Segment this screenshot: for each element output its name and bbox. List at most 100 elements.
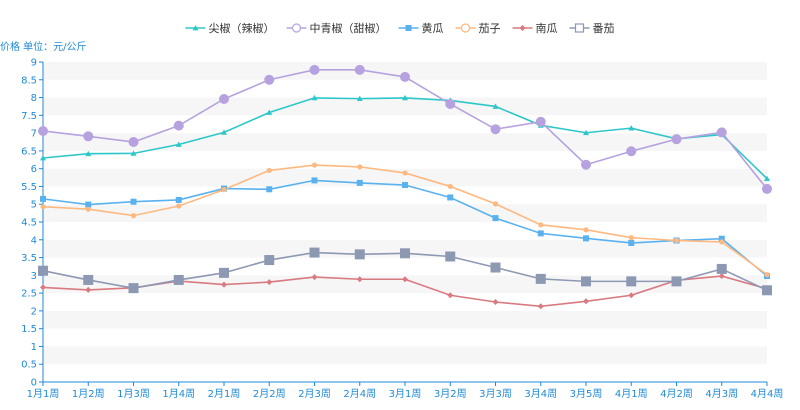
circle-marker — [581, 159, 591, 170]
diamond-marker — [311, 274, 318, 281]
circle-marker — [219, 93, 229, 104]
y-tick-label: 8 — [31, 93, 37, 104]
legend-label: 黄瓜 — [422, 21, 444, 35]
diamond-marker — [221, 281, 227, 288]
x-tick-label: 4月3周 — [705, 388, 738, 400]
square-marker — [402, 182, 408, 189]
triangle-marker — [85, 150, 92, 157]
triangle-marker — [628, 125, 635, 131]
square-marker — [309, 247, 320, 258]
square-marker — [85, 201, 92, 208]
legend-item[interactable]: 南瓜 — [512, 22, 558, 35]
circle-marker — [400, 71, 410, 82]
square-marker — [173, 274, 184, 285]
grid-band — [43, 133, 767, 151]
circle-marker — [266, 167, 272, 174]
circle-marker — [221, 187, 227, 193]
circle-marker — [673, 237, 680, 244]
triangle-marker — [583, 129, 589, 136]
circle-marker — [40, 204, 46, 210]
circle-marker — [460, 23, 471, 33]
square-marker — [718, 235, 725, 242]
diamond-marker — [583, 298, 589, 305]
y-tick-label: 5 — [31, 200, 37, 211]
diamond-marker — [85, 286, 92, 293]
circle-marker — [764, 272, 770, 278]
square-marker — [445, 251, 456, 262]
circle-marker — [354, 64, 365, 75]
diamond-marker — [718, 273, 725, 280]
legend-item[interactable]: 中青椒（甜椒） — [286, 21, 387, 35]
circle-marker — [447, 183, 453, 190]
circle-marker — [492, 201, 499, 207]
grid-band — [43, 328, 767, 347]
square-marker — [626, 276, 637, 287]
legend-item[interactable]: 尖椒（辣椒） — [185, 21, 275, 35]
y-tick-label: 0.5 — [21, 360, 37, 371]
square-marker — [671, 276, 682, 287]
grid-band — [43, 346, 767, 365]
y-tick-label: 1 — [31, 342, 37, 353]
grid-band — [43, 310, 767, 329]
x-tick-label: 4月4周 — [751, 388, 784, 400]
x-tick-label: 3月4周 — [524, 388, 557, 400]
y-tick-label: 4 — [31, 235, 37, 246]
y-tick-label: 7 — [31, 129, 37, 140]
grid-band — [43, 79, 767, 98]
legend-label: 中青椒（甜椒） — [310, 21, 387, 35]
empty-square-marker — [574, 23, 585, 33]
triangle-marker — [356, 95, 363, 102]
x-tick-label: 3月3周 — [479, 388, 512, 400]
square-marker — [175, 196, 182, 203]
square-marker — [762, 285, 772, 296]
square-marker — [356, 179, 363, 186]
y-tick-label: 3.5 — [21, 253, 37, 264]
triangle-marker — [266, 109, 273, 115]
x-tick-label: 3月2周 — [434, 388, 467, 400]
x-tick-label: 2月1周 — [208, 388, 241, 400]
circle-marker — [628, 235, 634, 241]
y-tick-label: 5.5 — [21, 182, 37, 193]
y-tick-label: 7.5 — [21, 111, 37, 122]
circle-marker — [357, 164, 363, 170]
square-marker — [628, 239, 635, 246]
square-marker — [130, 198, 137, 205]
circle-marker — [85, 206, 91, 212]
square-marker — [219, 267, 229, 278]
y-tick-label: 1.5 — [21, 324, 37, 335]
diamond-marker — [402, 276, 408, 283]
triangle-marker — [130, 150, 137, 156]
x-tick-label: 1月3周 — [117, 388, 150, 400]
circle-marker — [173, 120, 184, 131]
square-marker — [535, 273, 546, 284]
grid-bands — [43, 62, 767, 382]
legend-label: 尖椒（辣椒） — [209, 21, 275, 35]
square-marker — [447, 194, 454, 201]
grid-band — [43, 62, 767, 80]
circle-marker — [626, 146, 637, 157]
circle-marker — [309, 64, 320, 75]
legend-item[interactable]: 番茄 — [569, 21, 615, 35]
legend-item[interactable]: 茄子 — [455, 21, 501, 35]
legend-item[interactable]: 黄瓜 — [398, 21, 444, 35]
circle-marker — [128, 137, 139, 147]
diamond-marker — [266, 279, 273, 286]
square-marker — [400, 248, 410, 259]
square-marker — [128, 283, 139, 294]
circle-marker — [671, 134, 682, 145]
grid-band — [43, 222, 767, 240]
x-tick-label: 4月1周 — [615, 388, 648, 400]
triangle-marker — [221, 129, 227, 135]
circle-marker — [535, 116, 546, 127]
x-tick-label: 1月1周 — [27, 388, 60, 400]
square-marker — [490, 262, 501, 273]
grid-band — [43, 364, 767, 382]
y-tick-label: 2.5 — [21, 289, 37, 300]
legend-label: 番茄 — [593, 21, 615, 35]
x-tick-label: 3月5周 — [570, 388, 603, 400]
triangle-marker — [192, 25, 199, 31]
square-marker — [583, 235, 589, 242]
grid-band — [43, 257, 767, 276]
diamond-marker — [356, 276, 363, 283]
y-tick-label: 6 — [31, 164, 37, 175]
